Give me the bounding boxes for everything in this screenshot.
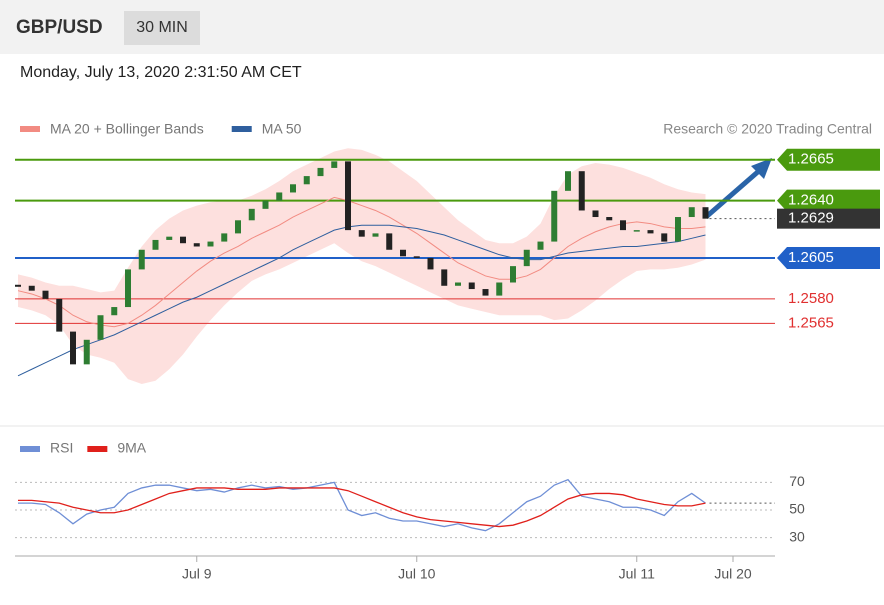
candle [56, 298, 63, 332]
legend-swatch [20, 126, 40, 132]
current-label: 1.2629 [788, 210, 834, 227]
candle [386, 233, 393, 250]
legend-label: 9MA [117, 440, 146, 456]
candle [565, 171, 571, 191]
candle [441, 269, 448, 286]
level-label: 1.2665 [788, 151, 834, 168]
candle [235, 220, 241, 234]
candle [193, 243, 200, 247]
y-tick-label: 70 [789, 473, 805, 489]
candle [138, 249, 145, 270]
candle [221, 233, 228, 242]
candle [358, 230, 365, 237]
x-tick-label: Jul 11 [619, 566, 656, 582]
ma-line [17, 196, 706, 328]
ma-line [17, 224, 706, 377]
candle [345, 161, 351, 231]
candle [276, 192, 283, 201]
candle [303, 176, 310, 185]
candle [166, 236, 173, 240]
candle [468, 282, 475, 290]
current-box [777, 208, 880, 229]
candle [592, 210, 599, 218]
legend-swatch [231, 126, 252, 132]
candle [413, 256, 420, 258]
arrow-head [751, 158, 772, 179]
x-tick-label: Jul 10 [398, 566, 436, 582]
candle [15, 284, 21, 287]
legend-label: MA 50 [262, 121, 302, 137]
candle [675, 217, 681, 242]
candle [42, 290, 49, 299]
candle [455, 282, 461, 286]
candle [633, 230, 640, 232]
candle [83, 339, 90, 365]
bollinger-band [18, 148, 706, 384]
interval: 30 MIN [136, 19, 188, 36]
candle [290, 184, 296, 193]
candle [317, 167, 324, 177]
candle [248, 208, 255, 221]
candle [606, 217, 613, 221]
legend-swatch [87, 446, 108, 452]
candle [180, 236, 186, 244]
x-tick-label: Jul 9 [182, 566, 212, 582]
candle [28, 285, 35, 291]
candle [537, 241, 544, 250]
level-label: 1.2580 [788, 290, 834, 307]
candle [702, 207, 709, 219]
candle [207, 241, 214, 247]
level-label: 1.2565 [788, 314, 834, 331]
candle [70, 331, 76, 365]
interval-box [124, 11, 200, 45]
arrow [704, 168, 762, 219]
y-tick-label: 30 [789, 528, 805, 544]
candle [427, 257, 434, 270]
date: Monday, July 13, 2020 2:31:50 AM CET [20, 64, 302, 81]
candle [331, 161, 338, 168]
candle [400, 249, 406, 257]
candle [688, 207, 695, 218]
candle [523, 249, 530, 267]
level-box [777, 246, 880, 269]
credit: Research © 2020 Trading Central [663, 121, 872, 137]
legend-label: MA 20 + Bollinger Bands [50, 121, 204, 137]
symbol: GBP/USD [16, 17, 103, 38]
candle [647, 230, 654, 234]
rsi-line [18, 487, 706, 528]
candle [125, 269, 131, 308]
x-tick-label: Jul 20 [714, 566, 752, 582]
legend-swatch [20, 446, 40, 452]
y-tick-label: 50 [789, 501, 805, 517]
candle [262, 200, 269, 209]
candle [97, 315, 104, 340]
level-label: 1.2605 [788, 249, 834, 266]
candle [578, 171, 585, 211]
candle [152, 239, 159, 250]
rsi-line [18, 478, 706, 532]
candle [496, 282, 503, 296]
candle [620, 220, 626, 231]
candle [510, 266, 516, 283]
level-box [777, 148, 880, 171]
candle [482, 289, 489, 296]
level-label: 1.2640 [788, 192, 834, 209]
level-box [777, 189, 880, 212]
candle [661, 233, 668, 242]
candle [111, 307, 118, 316]
legend-label: RSI [50, 440, 73, 456]
candle [551, 190, 558, 242]
candle [372, 233, 379, 237]
